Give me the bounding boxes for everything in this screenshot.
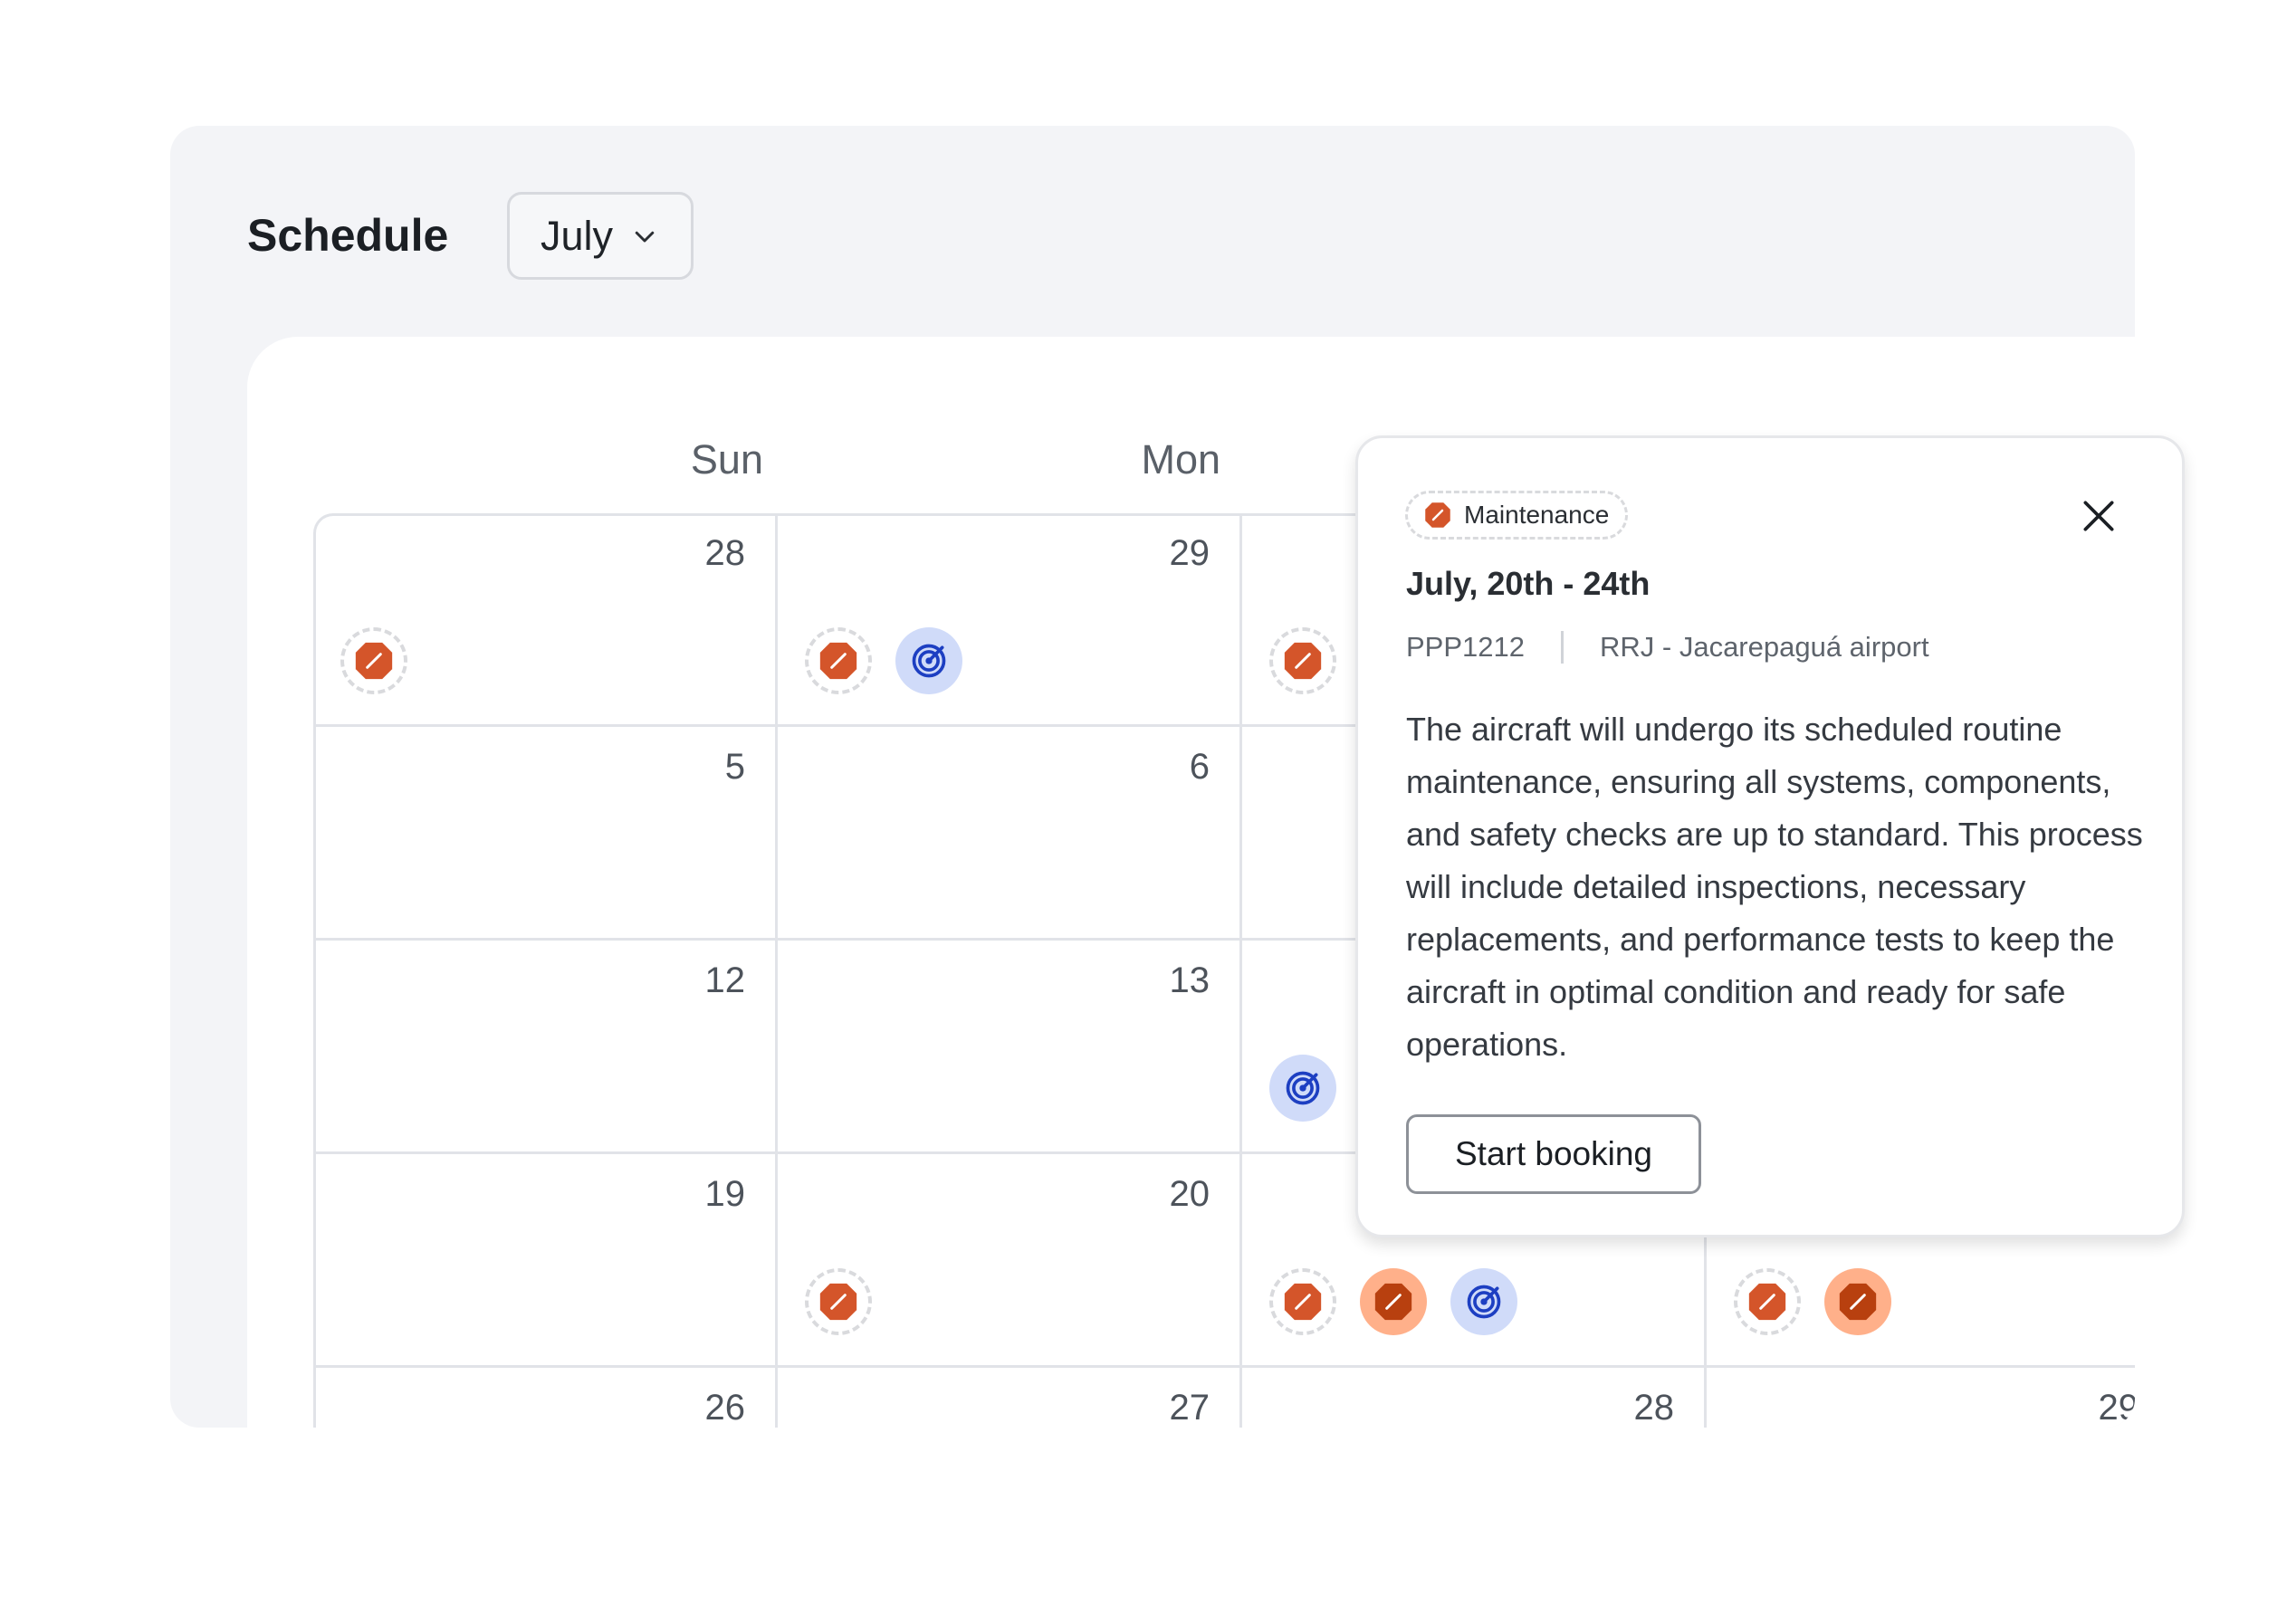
- maintenance-icon: [355, 642, 393, 680]
- calendar-day-cell[interactable]: [1242, 1154, 1707, 1368]
- maintenance-icon: [1748, 1283, 1786, 1321]
- event-description: The aircraft will undergo its scheduled …: [1406, 711, 2143, 1063]
- event-maintenance-pending[interactable]: [1269, 1268, 1336, 1335]
- start-booking-button[interactable]: Start booking: [1406, 1114, 1701, 1194]
- day-number: 28: [1633, 1388, 1675, 1428]
- event-type-label: Maintenance: [1464, 501, 1610, 529]
- calendar-day-cell[interactable]: 29: [778, 513, 1242, 727]
- event-maintenance-pending[interactable]: [1734, 1268, 1801, 1335]
- day-number: 19: [704, 1174, 746, 1214]
- event-icons: [1269, 627, 1336, 694]
- event-icons: [1269, 1268, 1517, 1335]
- calendar-grid: 28 29 5 6 12 13 19 20 26 27 28 29: [313, 513, 2135, 1428]
- event-tracking[interactable]: [1269, 1055, 1336, 1122]
- page-title: Schedule: [247, 210, 449, 261]
- aircraft-id: PPP1212: [1406, 631, 1525, 663]
- maintenance-icon: [1374, 1283, 1412, 1321]
- day-number: 26: [704, 1388, 746, 1428]
- maintenance-icon: [819, 642, 857, 680]
- maintenance-icon: [819, 1283, 857, 1321]
- event-tracking[interactable]: [895, 627, 962, 694]
- month-select-value: July: [541, 212, 614, 259]
- day-number: 20: [1169, 1174, 1210, 1214]
- close-icon[interactable]: [2079, 496, 2119, 536]
- event-type-tag: Maintenance: [1405, 491, 1629, 540]
- day-number: 13: [1169, 960, 1210, 1000]
- calendar-day-cell[interactable]: 26: [313, 1368, 778, 1428]
- maintenance-icon: [1284, 642, 1322, 680]
- event-icons: [1269, 1055, 1336, 1122]
- target-icon: [1467, 1285, 1501, 1319]
- day-number: 29: [2098, 1388, 2136, 1428]
- day-number: 12: [704, 960, 746, 1000]
- meta-divider: [1561, 631, 1564, 664]
- event-tracking[interactable]: [1450, 1268, 1517, 1335]
- event-date-range: July, 20th - 24th: [1406, 565, 1651, 602]
- target-icon: [912, 644, 946, 678]
- event-location: RRJ - Jacarepaguá airport: [1600, 631, 1929, 663]
- maintenance-icon: [1284, 1283, 1322, 1321]
- weekday-mon: Mon: [1141, 436, 1220, 482]
- event-maintenance-pending[interactable]: [1269, 627, 1336, 694]
- calendar-day-cell[interactable]: 28: [313, 513, 778, 727]
- calendar-day-cell[interactable]: 20: [778, 1154, 1242, 1368]
- event-maintenance-pending[interactable]: [805, 1268, 872, 1335]
- calendar-day-cell[interactable]: 28: [1242, 1368, 1707, 1428]
- event-maintenance-pending[interactable]: [805, 627, 872, 694]
- event-maintenance-pending[interactable]: [340, 627, 407, 694]
- day-number: 29: [1169, 533, 1210, 573]
- event-icons: [340, 627, 407, 694]
- calendar-day-cell[interactable]: 12: [313, 941, 778, 1154]
- event-icons: [805, 1268, 872, 1335]
- calendar-day-cell[interactable]: 29: [1707, 1368, 2136, 1428]
- month-select[interactable]: July: [507, 192, 694, 280]
- calendar-day-cell[interactable]: [1707, 1154, 2135, 1368]
- calendar-day-cell[interactable]: 13: [778, 941, 1242, 1154]
- chevron-down-icon: [635, 231, 655, 242]
- day-number: 28: [704, 533, 746, 573]
- event-maintenance-active[interactable]: [1360, 1268, 1427, 1335]
- event-icons: [1734, 1268, 1891, 1335]
- calendar-day-cell[interactable]: 27: [778, 1368, 1242, 1428]
- day-number: 5: [724, 747, 745, 787]
- event-maintenance-active[interactable]: [1824, 1268, 1891, 1335]
- day-number: 27: [1169, 1388, 1210, 1428]
- weekday-sun: Sun: [690, 436, 763, 482]
- target-icon: [1286, 1071, 1320, 1105]
- calendar-day-cell[interactable]: 5: [313, 727, 778, 941]
- event-icons: [805, 627, 962, 694]
- event-meta: PPP1212 RRJ - Jacarepaguá airport: [1406, 631, 1929, 664]
- maintenance-icon: [1839, 1283, 1877, 1321]
- event-popover: Maintenance July, 20th - 24th PPP1212 RR…: [1355, 435, 2185, 1237]
- maintenance-icon: [1425, 502, 1450, 528]
- calendar-day-cell[interactable]: 6: [778, 727, 1242, 941]
- calendar-day-cell[interactable]: 19: [313, 1154, 778, 1368]
- day-number: 6: [1189, 747, 1210, 787]
